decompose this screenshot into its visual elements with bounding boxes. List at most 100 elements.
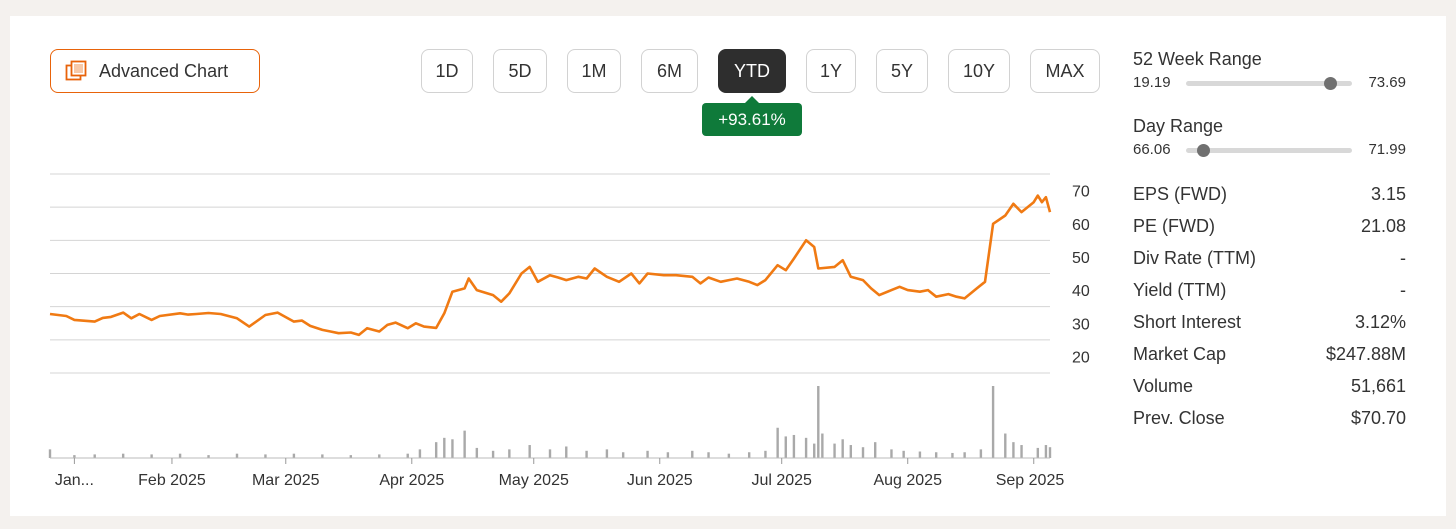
volume-bar (874, 442, 877, 458)
volume-bar (528, 445, 531, 458)
x-tick-label: Feb 2025 (138, 472, 206, 489)
stat-pe-fwd: PE (FWD) 21.08 (1133, 216, 1406, 240)
volume-bar (93, 454, 96, 458)
week52-low: 19.19 (1133, 74, 1171, 91)
volume-bar (979, 449, 983, 458)
stat-volume: Volume 51,661 (1133, 376, 1406, 400)
volume-bar (235, 453, 239, 458)
volume-bar (475, 447, 479, 458)
volume-bar (727, 453, 731, 458)
stat-value: 3.12% (1354, 312, 1406, 332)
stat-value: 3.15 (1370, 184, 1406, 204)
volume-bar (1044, 445, 1048, 458)
range-button-1y[interactable]: 1Y (806, 49, 856, 93)
volume-bar (418, 449, 422, 458)
volume-bar (963, 452, 966, 458)
volume-bar (849, 445, 853, 458)
volume-bar (918, 451, 922, 458)
stat-label: Volume (1133, 376, 1194, 396)
volume-bar (292, 453, 296, 458)
stat-label: Short Interest (1133, 312, 1242, 332)
day-range-track (1186, 144, 1352, 157)
volume-bar (747, 452, 751, 458)
range-button-6m[interactable]: 6M (641, 49, 698, 93)
stat-label: Market Cap (1133, 344, 1227, 364)
y-tick-label: 40 (1072, 283, 1090, 300)
price-chart[interactable]: 20 30 40 50 60 70 Jan... Feb 2025 Mar 2025 Apr 2… (0, 0, 1110, 500)
volume-bar (691, 450, 694, 458)
volume-bar (804, 437, 808, 458)
range-button-ytd[interactable]: YTD (718, 49, 786, 93)
week52-range: 52 Week Range 19.19 73.69 (1133, 49, 1406, 93)
range-button-5d[interactable]: 5D (493, 49, 547, 93)
y-tick-label: 70 (1072, 184, 1090, 201)
stat-value: 51,661 (1350, 376, 1406, 396)
advanced-chart-label: Advanced Chart (99, 60, 229, 81)
range-button-5y[interactable]: 5Y (876, 49, 928, 93)
volume-bar (764, 450, 767, 458)
period-change-badge: +93.61% (702, 96, 802, 136)
volume-bar (707, 452, 710, 458)
stat-value: - (1400, 248, 1406, 268)
volume-bar (443, 437, 446, 458)
volume-bar (178, 453, 182, 458)
volume-bar (150, 454, 153, 458)
volume-bar (264, 454, 267, 458)
volume-bar (491, 450, 495, 458)
volume-bar (548, 449, 552, 458)
day-low: 66.06 (1133, 141, 1171, 158)
day-range-marker (1196, 144, 1210, 157)
volume-bars (48, 386, 1052, 458)
quote-chart-card (10, 16, 1446, 516)
volume-bar (817, 386, 820, 458)
volume-bar (951, 452, 954, 458)
volume-bar (121, 453, 125, 458)
range-button-1m[interactable]: 1M (567, 49, 621, 93)
volume-bar (48, 449, 52, 458)
volume-bar (1020, 445, 1023, 458)
stat-value: - (1400, 280, 1406, 300)
volume-bar (378, 454, 381, 458)
range-button-1d[interactable]: 1D (421, 49, 473, 93)
x-axis-labels: Jan... Feb 2025 Mar 2025 Apr 2025 May 2025 Ju… (55, 458, 1064, 489)
week52-high: 73.69 (1368, 74, 1406, 91)
volume-bar (585, 450, 588, 458)
price-line (49, 194, 1052, 337)
chart-gridlines (50, 173, 1050, 374)
x-tick-label: Jul 2025 (751, 472, 812, 489)
volume-bar (991, 386, 995, 458)
x-tick-label: Mar 2025 (252, 472, 320, 489)
volume-bar (666, 452, 670, 458)
stat-label: Prev. Close (1133, 408, 1225, 428)
volume-bar (776, 427, 779, 458)
range-button-max[interactable]: MAX (1030, 49, 1100, 93)
week52-range-marker (1324, 77, 1338, 90)
x-tick-label: Jan... (55, 472, 94, 489)
week52-range-track (1186, 77, 1352, 90)
volume-bar (207, 455, 210, 458)
x-tick-label: May 2025 (499, 472, 569, 489)
volume-bar (508, 449, 511, 458)
day-high: 71.99 (1368, 141, 1406, 158)
volume-bar (73, 455, 76, 458)
volume-bar (1004, 433, 1007, 458)
week52-range-title: 52 Week Range (1133, 49, 1262, 69)
advanced-chart-button[interactable]: Advanced Chart (50, 49, 260, 93)
stat-div-rate: Div Rate (TTM) - (1133, 248, 1406, 272)
volume-bar (841, 439, 844, 458)
day-range: Day Range 66.06 71.99 (1133, 116, 1406, 160)
range-button-10y[interactable]: 10Y (948, 49, 1010, 93)
price-series-line (49, 194, 1052, 337)
stat-label: Yield (TTM) (1133, 280, 1227, 300)
stat-value: 21.08 (1360, 216, 1406, 236)
volume-bar (463, 430, 466, 458)
y-tick-label: 30 (1072, 316, 1090, 333)
stat-short-interest: Short Interest 3.12% (1133, 312, 1406, 336)
volume-bar (321, 454, 324, 458)
volume-bar (813, 443, 816, 458)
stat-label: Div Rate (TTM) (1133, 248, 1256, 268)
volume-bar (605, 449, 609, 458)
volume-bar (1036, 447, 1040, 458)
y-tick-label: 50 (1072, 250, 1090, 267)
advanced-chart-icon (65, 60, 87, 81)
